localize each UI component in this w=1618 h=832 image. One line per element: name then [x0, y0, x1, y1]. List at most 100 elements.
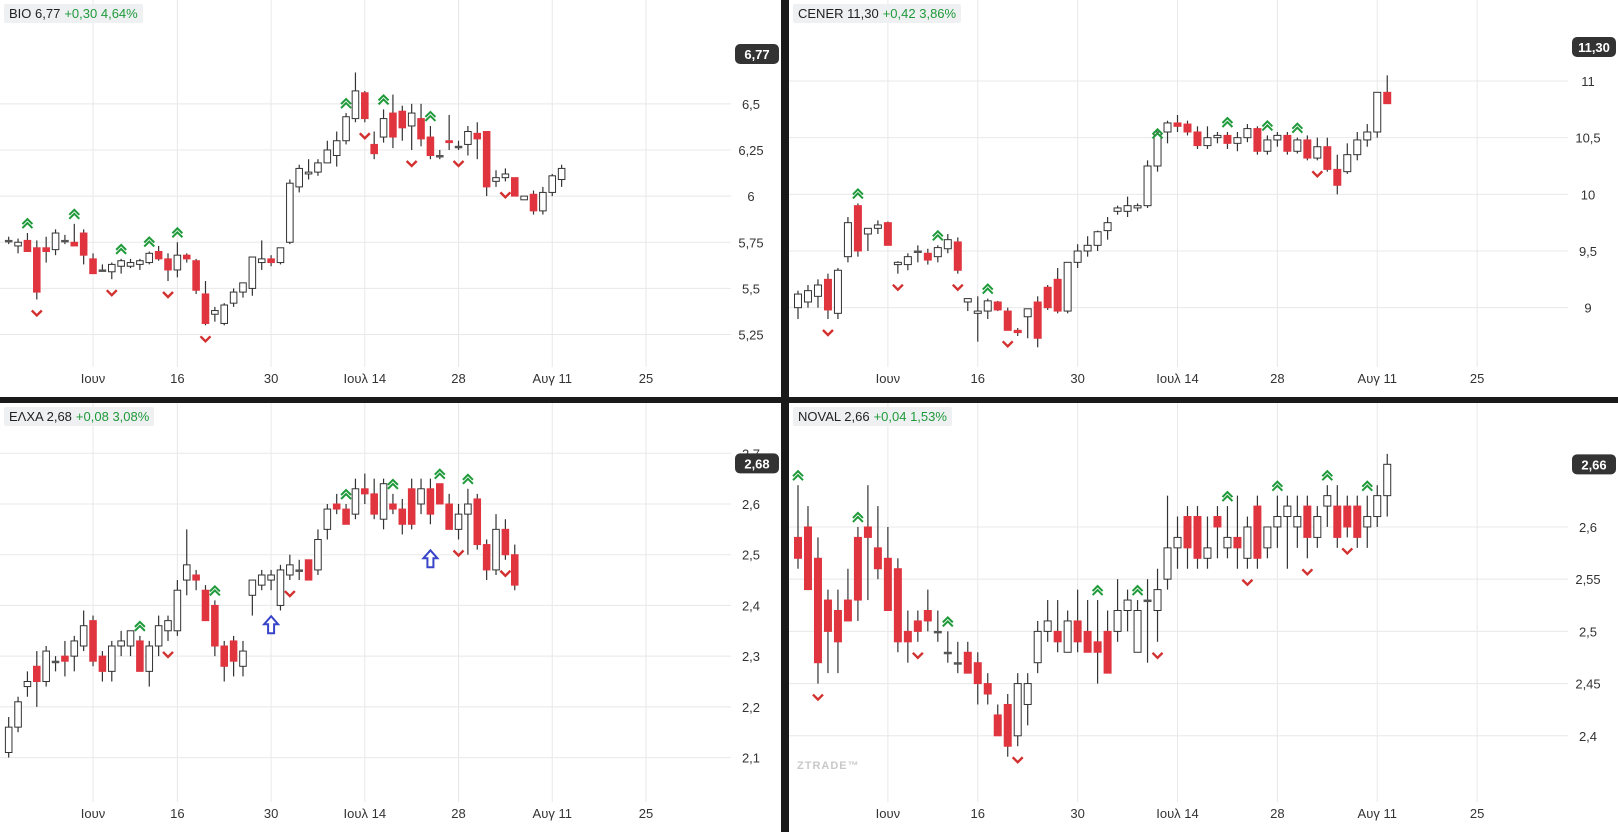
x-tick-label: Αυγ 11 [1358, 806, 1397, 821]
last-price: 6,77 [35, 6, 61, 21]
candle [923, 589, 932, 632]
x-tick-label: 16 [170, 371, 184, 386]
annotation-up-arrow-icon [421, 548, 440, 569]
annotation-up-arrow-icon [261, 614, 281, 635]
candle [1293, 137, 1302, 154]
signal-down-icon [199, 335, 212, 344]
candle [913, 245, 922, 263]
candle [276, 564, 285, 611]
candle [361, 473, 369, 504]
candle [304, 159, 313, 180]
candle [983, 673, 992, 705]
candle [42, 646, 50, 687]
candle [1313, 137, 1322, 161]
candle [79, 229, 88, 265]
chart-header: BIO 6,77 +0,30 4,64% [4, 4, 143, 23]
candle [923, 248, 932, 265]
candle [1083, 600, 1092, 653]
candle [107, 640, 116, 682]
signal-down-icon [1151, 651, 1164, 660]
candle [1283, 132, 1292, 155]
candle [520, 195, 528, 201]
signal-up-icon [1131, 584, 1144, 596]
candle [464, 488, 472, 555]
candle [398, 105, 407, 141]
y-tick-label: 2,1 [742, 751, 760, 766]
svg-text:11,30: 11,30 [1578, 40, 1610, 55]
candle [1213, 506, 1222, 559]
chart-panel-bio[interactable]: 5,25 5,5 5,75 6 6,25 6,5 Ιουν 16 30 Ιουλ 14 28 Αυγ … [0, 0, 781, 397]
candle [943, 234, 952, 254]
candle [1163, 120, 1172, 144]
chart-panel-noval[interactable]: 2,4 2,45 2,5 2,55 2,6 Ιουν 16 30 Ιουλ 14 28 Αυγ 11… [789, 403, 1618, 832]
candle [1023, 308, 1032, 339]
candle [1263, 526, 1272, 559]
candle [813, 537, 822, 684]
y-tick-label: 2,5 [742, 548, 760, 563]
candle [1083, 236, 1092, 257]
symbol-title: CENER [798, 6, 844, 21]
candle [973, 652, 982, 705]
signal-up-icon [942, 615, 954, 628]
candle [557, 164, 566, 187]
x-tick-label: Ιουν [81, 371, 105, 386]
candle [445, 493, 453, 530]
signal-up-icon [852, 511, 864, 523]
candle [257, 240, 266, 270]
candle [14, 696, 22, 733]
candle [873, 506, 882, 580]
candle [1143, 579, 1152, 663]
candle [417, 103, 425, 147]
candle [192, 258, 200, 294]
candle [192, 569, 200, 591]
y-tick-label: 10,5 [1575, 131, 1600, 146]
candle [398, 498, 407, 535]
signal-up-icon [21, 217, 34, 229]
candle [1253, 495, 1262, 569]
candle [1053, 268, 1062, 314]
candle [1283, 495, 1292, 569]
candle [1183, 120, 1192, 136]
signal-down-icon [452, 549, 465, 558]
candle [42, 236, 50, 263]
candle [1103, 610, 1112, 674]
chart-panel-ελχα[interactable]: 2,12,22,32,42,52,62,7Ιουν1630Ιουλ 1428Αυ… [0, 403, 781, 832]
candle [1333, 485, 1342, 548]
x-tick-label: 28 [1270, 806, 1284, 821]
candle [33, 240, 41, 300]
candle [1133, 600, 1142, 653]
candle [1323, 485, 1332, 527]
candle [482, 131, 491, 197]
candle [963, 641, 972, 674]
x-tick-label: 25 [1470, 371, 1484, 386]
candle [136, 258, 144, 270]
candle [963, 298, 972, 312]
candle [1013, 673, 1022, 747]
x-tick-label: Ιουλ 14 [1156, 806, 1199, 821]
candle [803, 285, 812, 308]
chart-svg: 9 9,5 10 10,5 11 Ιουν 16 30 Ιουλ 14 28 Αυγ 11 25 11,… [789, 0, 1616, 386]
last-price-tag: 11,30 [1572, 37, 1616, 57]
signal-up-icon [1221, 116, 1234, 128]
candle [793, 290, 802, 319]
signal-up-icon [171, 226, 184, 238]
candle [1023, 673, 1032, 726]
candle [863, 485, 872, 601]
x-tick-label: 25 [1470, 806, 1484, 821]
last-price: 2,66 [844, 409, 870, 424]
candle [1093, 600, 1102, 684]
y-tick-label: 5,25 [738, 328, 763, 343]
y-tick-label: 2,5 [1579, 624, 1597, 639]
candle [23, 671, 32, 697]
candle [482, 539, 491, 581]
candle [136, 635, 144, 672]
candle [248, 256, 257, 296]
candle [14, 238, 22, 254]
y-tick-label: 9 [1584, 301, 1591, 316]
candle [51, 656, 60, 672]
chart-panel-cener[interactable]: 9 9,5 10 10,5 11 Ιουν 16 30 Ιουλ 14 28 Αυγ 11 25 11,… [789, 0, 1618, 397]
candle [370, 478, 378, 520]
signal-down-icon [452, 160, 465, 168]
candle [529, 190, 538, 215]
signal-up-icon [462, 473, 474, 485]
